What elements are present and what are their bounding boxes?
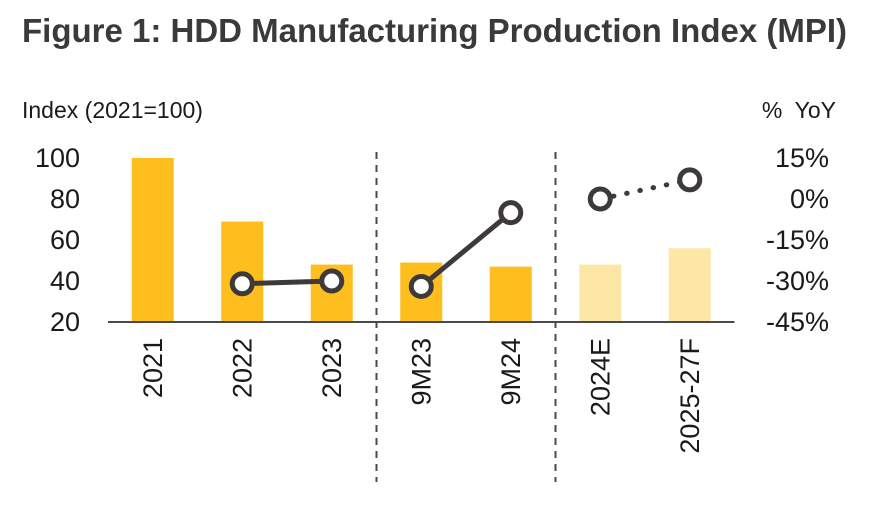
left-tick-label: 100 [35,143,80,173]
chart-title: Figure 1: HDD Manufacturing Production I… [22,12,847,49]
left-axis-label: Index (2021=100) [22,97,203,123]
yoy-point [229,271,255,297]
x-tick-label: 2023 [317,338,347,398]
bar [579,264,622,322]
left-tick-label: 20 [50,307,80,337]
yoy-point [408,273,434,299]
right-tick-label: 0% [790,184,829,214]
bar [489,266,532,322]
yoy-line-segment [239,278,335,287]
x-tick-label: 9M23 [406,338,436,406]
bar [131,158,174,322]
yoy-line-segment [597,177,693,202]
yoy-point [587,186,613,212]
x-tick-label: 2021 [138,338,168,398]
yoy-line-segment [418,210,514,289]
yoy-point [319,268,345,294]
right-tick-label: -45% [766,307,829,337]
yoy-point [498,200,524,226]
left-tick-label: 40 [50,266,80,296]
right-axis-label: % YoY [762,97,836,123]
right-tick-label: 15% [775,143,829,173]
x-tick-label: 2024E [585,338,615,416]
x-tick-label: 9M24 [496,338,526,406]
x-tick-label: 2025-27F [675,338,705,454]
left-tick-label: 60 [50,225,80,255]
left-tick-label: 80 [50,184,80,214]
right-tick-label: -30% [766,266,829,296]
yoy-point [677,167,703,193]
right-tick-label: -15% [766,225,829,255]
x-tick-label: 2022 [227,338,257,398]
bar [668,248,711,322]
